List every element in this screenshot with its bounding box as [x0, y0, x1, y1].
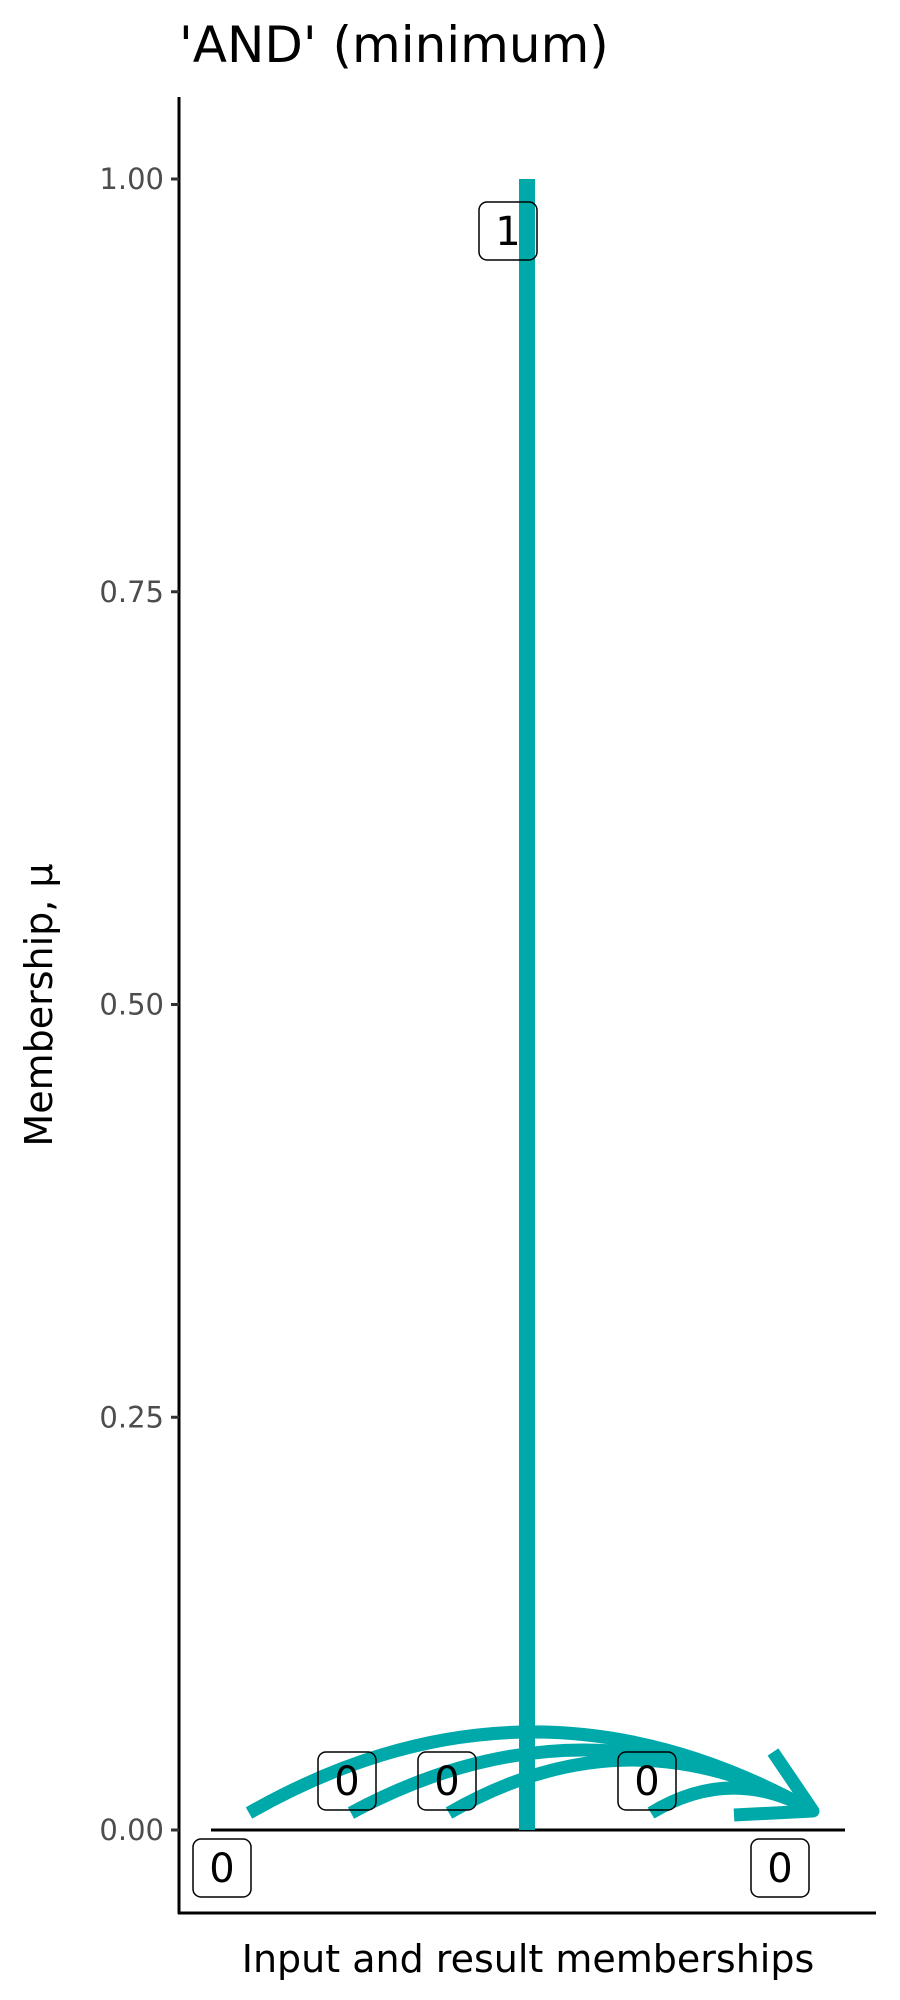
data-label-box	[317, 1751, 377, 1811]
data-label: 1	[478, 201, 538, 261]
data-label-text: 0	[434, 1759, 459, 1805]
data-label: 0	[192, 1838, 252, 1898]
data-label: 0	[617, 1751, 677, 1811]
y-tick-label: 0.50	[99, 988, 164, 1022]
y-tick-label: 1.00	[99, 162, 164, 196]
data-label-box	[750, 1838, 810, 1898]
data-label-text: 0	[334, 1759, 359, 1805]
data-label-text: 0	[634, 1759, 659, 1805]
data-label-box	[478, 201, 538, 261]
y-tick-label: 0.25	[99, 1400, 164, 1434]
data-label-text: 0	[209, 1846, 234, 1892]
data-label-text: 1	[495, 209, 520, 255]
arrow-head	[733, 1748, 820, 1822]
arrow-curve	[647, 1781, 817, 1819]
chart-title: 'AND' (minimum)	[179, 16, 609, 74]
data-label-box	[617, 1751, 677, 1811]
y-tick-label: 0.75	[99, 575, 164, 609]
data-label-box	[417, 1751, 477, 1811]
x-axis-label: Input and result memberships	[242, 1937, 815, 1981]
data-label-text: 0	[767, 1846, 792, 1892]
data-label: 0	[317, 1751, 377, 1811]
data-label: 0	[750, 1838, 810, 1898]
y-axis-label: Membership, μ	[17, 863, 61, 1146]
data-label: 0	[417, 1751, 477, 1811]
y-tick-label: 0.00	[99, 1813, 164, 1847]
data-label-box	[192, 1838, 252, 1898]
